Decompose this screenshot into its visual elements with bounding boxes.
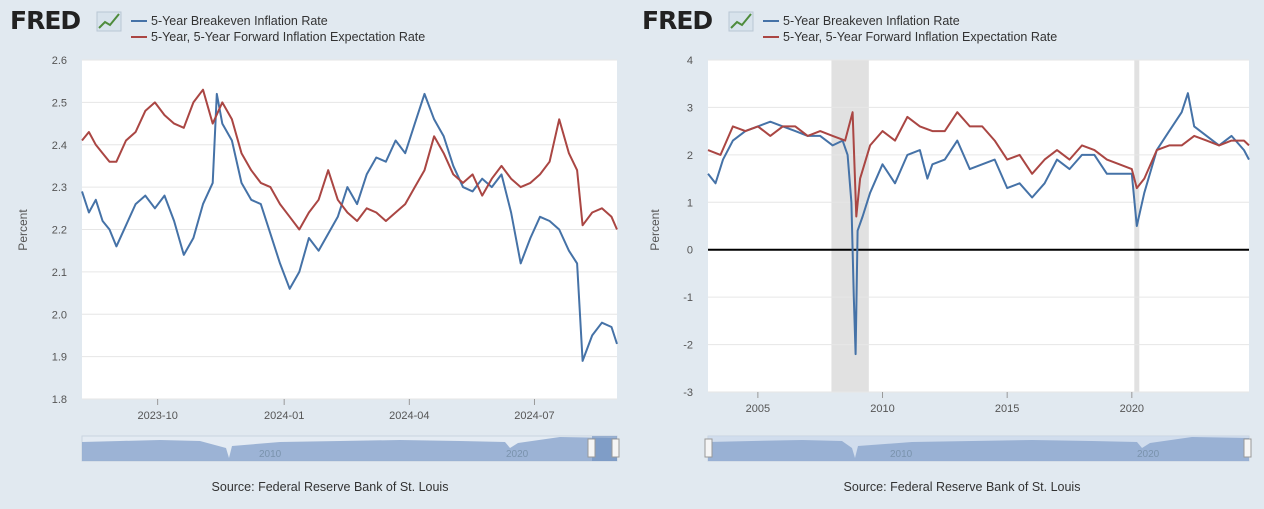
navigator[interactable]: 2010 2020	[81, 435, 620, 462]
series-lines	[707, 92, 1250, 356]
gridlines	[82, 59, 617, 400]
y-tick-label: 0	[687, 245, 693, 257]
y-tick-label: -3	[683, 387, 693, 399]
series-line-forward	[81, 88, 618, 231]
x-axis-ticks: 2023-10 2024-01 2024-04 2024-07	[137, 399, 555, 422]
x-tick-label: 2015	[995, 403, 1019, 415]
navigator-series-area	[82, 437, 617, 461]
fred-logo-text: FRED	[10, 6, 80, 35]
x-tick-label: 2010	[870, 403, 894, 415]
source-note: Source: Federal Reserve Bank of St. Loui…	[212, 480, 449, 494]
x-tick-label: 2005	[746, 403, 770, 415]
navigator-label-2020: 2020	[506, 449, 529, 460]
fred-logo[interactable]: FRED	[10, 6, 122, 35]
y-tick-label: 2.4	[52, 140, 67, 152]
source-note: Source: Federal Reserve Bank of St. Loui…	[844, 480, 1081, 494]
legend-label-forward: 5-Year, 5-Year Forward Inflation Expecta…	[783, 30, 1057, 44]
navigator-label-2010: 2010	[259, 449, 282, 460]
y-axis-ticks: 2.6 2.5 2.4 2.3 2.2 2.1 2.0 1.9 1.8	[52, 55, 67, 406]
navigator[interactable]: 2010 2020	[704, 435, 1252, 462]
y-tick-label: 1	[687, 197, 693, 209]
y-axis-title: Percent	[16, 209, 30, 251]
navigator-handle-right[interactable]	[611, 438, 620, 458]
y-tick-label: 2.6	[52, 55, 67, 67]
fred-chart-icon	[96, 11, 122, 32]
legend[interactable]: 5-Year Breakeven Inflation Rate 5-Year, …	[763, 14, 1057, 44]
navigator-label-2020: 2020	[1137, 449, 1160, 460]
chart-svg-left: FRED 5-Year Breakeven Inflation Rate 5-Y…	[10, 6, 620, 494]
y-tick-label: -2	[683, 340, 693, 352]
chart-panel-right: FRED 5-Year Breakeven Inflation Rate 5-Y…	[632, 0, 1264, 509]
recession-band	[831, 60, 869, 392]
legend-label-breakeven: 5-Year Breakeven Inflation Rate	[783, 14, 960, 28]
navigator-series-area	[708, 437, 1249, 461]
y-tick-label: 1.8	[52, 394, 67, 406]
navigator-label-2010: 2010	[890, 449, 913, 460]
x-tick-label: 2024-04	[389, 410, 429, 422]
fred-logo[interactable]: FRED	[642, 6, 754, 35]
x-tick-label: 2020	[1120, 403, 1144, 415]
legend-label-breakeven: 5-Year Breakeven Inflation Rate	[151, 14, 328, 28]
series-line-breakeven	[81, 92, 618, 362]
y-tick-label: 2	[687, 150, 693, 162]
fred-chart-icon	[728, 11, 754, 32]
navigator-handle-left[interactable]	[587, 438, 596, 458]
legend[interactable]: 5-Year Breakeven Inflation Rate 5-Year, …	[131, 14, 425, 44]
x-axis-ticks: 2005 2010 2015 2020	[746, 392, 1144, 415]
y-tick-label: 2.0	[52, 309, 67, 321]
y-tick-label: 1.9	[52, 352, 67, 364]
y-tick-label: 2.2	[52, 225, 67, 237]
y-axis-title: Percent	[648, 209, 662, 251]
y-tick-label: 2.1	[52, 267, 67, 279]
y-tick-label: -1	[683, 292, 693, 304]
x-tick-label: 2024-07	[514, 410, 554, 422]
y-tick-label: 2.5	[52, 97, 67, 109]
plot-area	[708, 60, 1249, 392]
x-tick-label: 2023-10	[137, 410, 177, 422]
legend-label-forward: 5-Year, 5-Year Forward Inflation Expecta…	[151, 30, 425, 44]
chart-panel-left: FRED 5-Year Breakeven Inflation Rate 5-Y…	[10, 6, 620, 494]
chart-svg-right: FRED 5-Year Breakeven Inflation Rate 5-Y…	[642, 6, 1252, 494]
series-line-forward	[707, 111, 1250, 218]
x-tick-label: 2024-01	[264, 410, 304, 422]
y-tick-label: 2.3	[52, 182, 67, 194]
fred-logo-text: FRED	[642, 6, 712, 35]
navigator-handle-left[interactable]	[704, 438, 713, 458]
y-tick-label: 3	[687, 102, 693, 114]
y-tick-label: 4	[687, 55, 693, 67]
y-axis-ticks: 4 3 2 1 0 -1 -2 -3	[683, 55, 693, 399]
navigator-handle-right[interactable]	[1243, 438, 1252, 458]
series-lines	[81, 88, 618, 362]
